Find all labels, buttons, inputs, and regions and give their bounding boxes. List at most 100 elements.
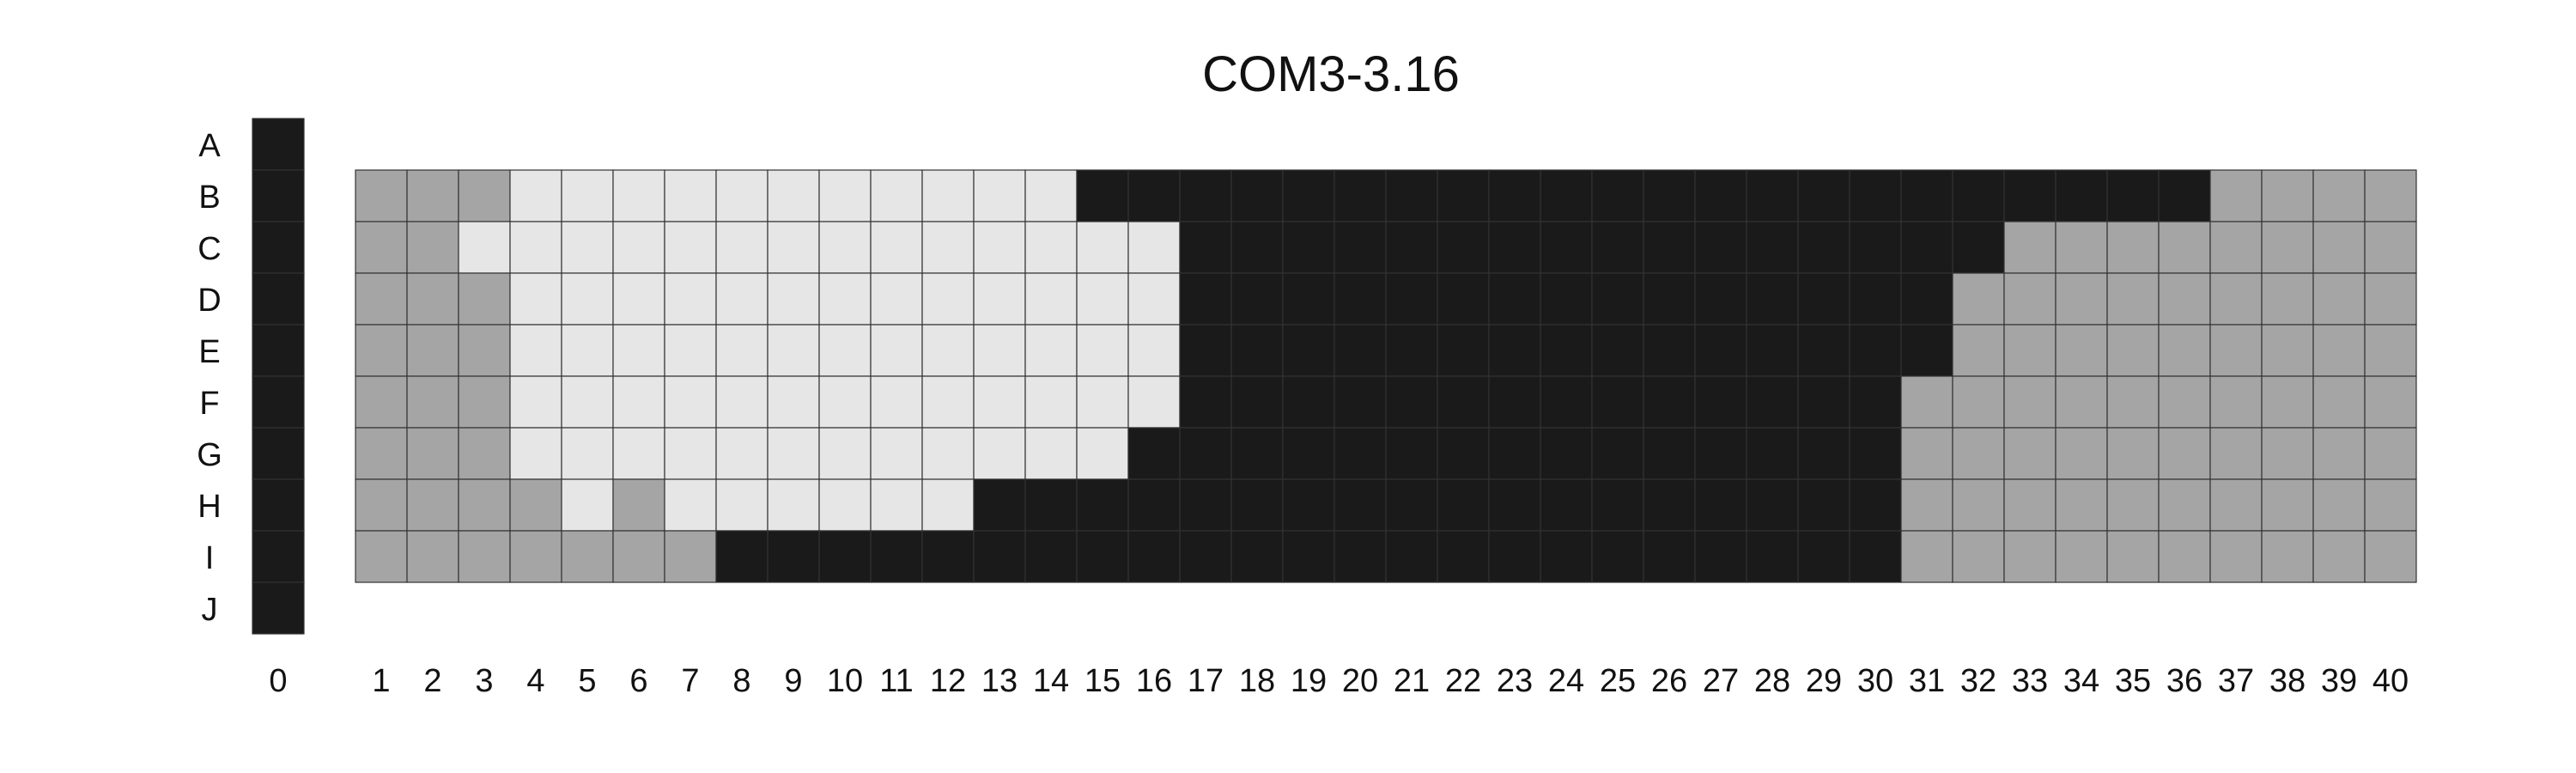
cell-D-37	[2209, 272, 2263, 326]
cell-B-1	[355, 169, 408, 222]
cell-D-28	[1746, 272, 1799, 326]
cell-G-4	[509, 427, 562, 480]
cell-B-32	[1952, 169, 2005, 222]
cell-C-19	[1282, 221, 1335, 274]
cell-D-18	[1230, 272, 1284, 326]
cell-H-33	[2003, 478, 2057, 532]
cell-I-19	[1282, 530, 1335, 583]
cell-C-15	[1076, 221, 1129, 274]
cell-E-1	[355, 324, 408, 377]
col-label-33: 33	[2012, 663, 2048, 699]
cell-H-34	[2055, 478, 2108, 532]
cell-I-2	[406, 530, 459, 583]
cell-G-9	[767, 427, 820, 480]
cell-H-16	[1127, 478, 1181, 532]
cell-G-37	[2209, 427, 2263, 480]
cell-B-14	[1024, 169, 1078, 222]
col-label-25: 25	[1600, 663, 1636, 699]
cell-E-18	[1230, 324, 1284, 377]
cell-F-34	[2055, 375, 2108, 429]
cell-I-26	[1643, 530, 1696, 583]
cell-G-27	[1694, 427, 1747, 480]
cell-I-13	[973, 530, 1026, 583]
cell-D-16	[1127, 272, 1181, 326]
cell-H-25	[1591, 478, 1644, 532]
cell-G-18	[1230, 427, 1284, 480]
cell-C-28	[1746, 221, 1799, 274]
col-label-37: 37	[2218, 663, 2254, 699]
cell-F-22	[1437, 375, 1490, 429]
cell-F-27	[1694, 375, 1747, 429]
col-label-27: 27	[1703, 663, 1739, 699]
col-label-2: 2	[423, 663, 441, 699]
cell-D-1	[355, 272, 408, 326]
cell-H-18	[1230, 478, 1284, 532]
cell-G-31	[1900, 427, 1953, 480]
col-label-6: 6	[629, 663, 647, 699]
cell-E-20	[1334, 324, 1387, 377]
cell-E-14	[1024, 324, 1078, 377]
row-label-J: J	[202, 592, 218, 628]
cell-D-14	[1024, 272, 1078, 326]
cell-C-29	[1797, 221, 1850, 274]
cell-B-13	[973, 169, 1026, 222]
cell-F-23	[1488, 375, 1541, 429]
cell-I-8	[715, 530, 769, 583]
cell-F-40	[2364, 375, 2417, 429]
cell-D-2	[406, 272, 459, 326]
cell-I-35	[2106, 530, 2160, 583]
col-label-34: 34	[2063, 663, 2099, 699]
cell-F-14	[1024, 375, 1078, 429]
col-label-28: 28	[1754, 663, 1790, 699]
cell-E-24	[1540, 324, 1593, 377]
cell-B-26	[1643, 169, 1696, 222]
cell-H-26	[1643, 478, 1696, 532]
cell-G-15	[1076, 427, 1129, 480]
cell-G-17	[1179, 427, 1232, 480]
cell-F-16	[1127, 375, 1181, 429]
col-label-13: 13	[981, 663, 1018, 699]
cell-F-39	[2312, 375, 2366, 429]
cell-B-40	[2364, 169, 2417, 222]
cell-C-27	[1694, 221, 1747, 274]
row-label-G: G	[197, 437, 222, 473]
cell-C-12	[921, 221, 975, 274]
cell-F-25	[1591, 375, 1644, 429]
cell-B-36	[2158, 169, 2211, 222]
cell-G-16	[1127, 427, 1181, 480]
cell-H-13	[973, 478, 1026, 532]
cell-D-27	[1694, 272, 1747, 326]
col-label-17: 17	[1188, 663, 1224, 699]
cell-I-17	[1179, 530, 1232, 583]
cell-H-5	[561, 478, 614, 532]
col-label-8: 8	[732, 663, 750, 699]
cell-C-35	[2106, 221, 2160, 274]
cell-H-4	[509, 478, 562, 532]
cell-E-19	[1282, 324, 1335, 377]
cell-D-26	[1643, 272, 1696, 326]
cell-E-3	[458, 324, 511, 377]
cell-F-24	[1540, 375, 1593, 429]
cell-H-31	[1900, 478, 1953, 532]
cell-D-35	[2106, 272, 2160, 326]
cell-H-36	[2158, 478, 2211, 532]
row-label-C: C	[197, 231, 221, 267]
cell-I-15	[1076, 530, 1129, 583]
cell-D-6	[612, 272, 665, 326]
cell-I-1	[355, 530, 408, 583]
cell-E-16	[1127, 324, 1181, 377]
cell-J-0	[252, 581, 305, 635]
cell-C-21	[1385, 221, 1438, 274]
cell-C-16	[1127, 221, 1181, 274]
cell-H-8	[715, 478, 769, 532]
cell-C-1	[355, 221, 408, 274]
cell-D-20	[1334, 272, 1387, 326]
cell-G-8	[715, 427, 769, 480]
cell-B-31	[1900, 169, 1953, 222]
cell-C-10	[818, 221, 872, 274]
cell-B-2	[406, 169, 459, 222]
cell-F-20	[1334, 375, 1387, 429]
cell-F-8	[715, 375, 769, 429]
cell-H-28	[1746, 478, 1799, 532]
cell-E-38	[2261, 324, 2314, 377]
